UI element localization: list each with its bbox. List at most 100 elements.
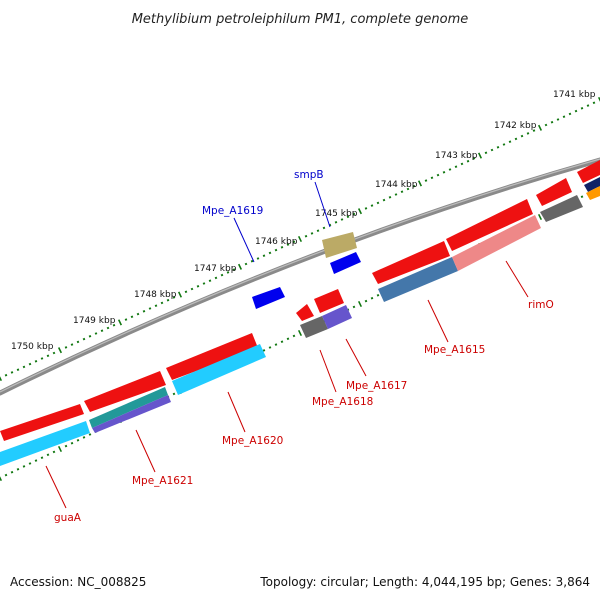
- cds-bar-cyan[interactable]: [0, 421, 90, 466]
- minor-tick: [508, 140, 512, 144]
- cds-track: [0, 177, 600, 466]
- forward-strand-track: [0, 160, 600, 441]
- minor-tick: [556, 118, 560, 121]
- cds-bar-purple[interactable]: [322, 305, 352, 329]
- major-tick: [0, 476, 3, 482]
- minor-tick: [268, 346, 272, 349]
- minor-tick: [322, 226, 326, 230]
- cds-bar-orange[interactable]: [586, 186, 600, 200]
- leader-line-Mpe_A1619: [233, 217, 255, 263]
- major-tick: [297, 235, 303, 243]
- minor-tick: [286, 243, 290, 246]
- gene-arrow-red[interactable]: [314, 289, 344, 313]
- gene-arrow-olive[interactable]: [322, 232, 357, 258]
- minor-tick: [370, 204, 374, 207]
- gene-arrow-red[interactable]: [372, 241, 450, 284]
- gene-arrow-red[interactable]: [166, 333, 258, 380]
- minor-tick: [196, 284, 200, 288]
- minor-tick: [436, 173, 440, 177]
- leader-line-smpB: [314, 181, 331, 228]
- cds-bar-dark[interactable]: [584, 177, 600, 192]
- minor-tick: [10, 371, 14, 374]
- leader-line-Mpe_A1617: [345, 338, 367, 377]
- major-tick: [357, 300, 363, 308]
- major-tick: [57, 445, 63, 453]
- minor-tick: [346, 215, 350, 219]
- major-tick: [117, 319, 123, 326]
- minor-tick: [562, 115, 566, 119]
- minor-tick: [130, 315, 134, 319]
- minor-tick: [292, 240, 296, 244]
- minor-tick: [292, 334, 296, 338]
- minor-tick: [574, 109, 578, 113]
- minor-tick: [148, 307, 152, 310]
- cds-bar-steel[interactable]: [378, 257, 458, 302]
- gene-arrow-red[interactable]: [296, 304, 314, 321]
- minor-tick: [280, 340, 284, 344]
- minor-tick: [226, 271, 230, 274]
- minor-tick: [220, 273, 224, 277]
- gene-label-Mpe_A1621: Mpe_A1621: [132, 475, 193, 487]
- major-tick: [357, 208, 363, 215]
- minor-tick: [202, 282, 206, 285]
- minor-tick: [16, 467, 20, 471]
- minor-tick: [40, 357, 44, 360]
- minor-tick: [496, 145, 500, 149]
- minor-tick: [460, 162, 464, 166]
- leader-line-Mpe_A1620: [227, 391, 246, 433]
- gene-arrow-red[interactable]: [446, 199, 533, 251]
- cds-bar-grey[interactable]: [540, 195, 583, 222]
- minor-tick: [370, 296, 374, 300]
- gene-arrow-blue[interactable]: [252, 287, 285, 309]
- minor-tick: [88, 334, 92, 338]
- minor-tick: [592, 101, 596, 105]
- gene-arrow-red[interactable]: [577, 160, 600, 183]
- minor-tick: [526, 132, 530, 135]
- cds-bar-pink[interactable]: [452, 215, 541, 271]
- cds-bar-purple[interactable]: [92, 395, 171, 433]
- gene-label-Mpe_A1617: Mpe_A1617: [346, 380, 407, 392]
- leader-line-Mpe_A1621: [135, 429, 156, 473]
- minor-tick: [70, 441, 74, 445]
- cds-bar-grey[interactable]: [300, 316, 328, 338]
- minor-tick: [502, 143, 506, 146]
- tick-label-1744: 1744 kbp: [375, 180, 418, 190]
- gene-label-Mpe_A1619: Mpe_A1619: [202, 205, 263, 217]
- leader-lines: [45, 181, 529, 509]
- minor-tick: [262, 349, 266, 352]
- minor-tick: [82, 436, 86, 439]
- minor-tick: [442, 170, 446, 174]
- minor-tick: [568, 112, 572, 116]
- leader-line-Mpe_A1615: [427, 299, 449, 343]
- tick-label-1741: 1741 kbp: [553, 90, 596, 100]
- minor-tick: [28, 462, 32, 465]
- minor-tick: [514, 137, 518, 141]
- minor-tick: [142, 309, 146, 313]
- leader-line-rimO: [505, 260, 529, 298]
- gene-arrow-red[interactable]: [536, 178, 572, 206]
- minor-tick: [106, 326, 110, 330]
- reverse-strand-track: [252, 232, 361, 309]
- minor-tick: [424, 179, 428, 182]
- major-tick: [177, 291, 183, 298]
- minor-tick: [376, 293, 380, 297]
- minor-tick: [4, 473, 8, 477]
- minor-tick: [76, 438, 80, 442]
- gene-arrow-red[interactable]: [0, 404, 84, 441]
- minor-tick: [214, 276, 218, 280]
- minor-tick: [250, 259, 254, 263]
- cds-bar-teal[interactable]: [89, 387, 168, 428]
- minor-tick: [46, 453, 50, 457]
- minor-tick: [262, 254, 266, 258]
- minor-tick: [244, 262, 248, 266]
- minor-tick: [532, 129, 536, 132]
- cds-bar-cyan[interactable]: [172, 344, 266, 395]
- minor-tick: [280, 245, 284, 249]
- gene-arrow-blue[interactable]: [330, 252, 361, 274]
- accession-text: Accession: NC_008825: [10, 575, 146, 589]
- minor-tick: [544, 123, 548, 127]
- minor-tick: [448, 168, 452, 171]
- minor-tick: [232, 268, 236, 271]
- gene-arrow-red[interactable]: [84, 371, 166, 412]
- minor-tick: [100, 329, 104, 333]
